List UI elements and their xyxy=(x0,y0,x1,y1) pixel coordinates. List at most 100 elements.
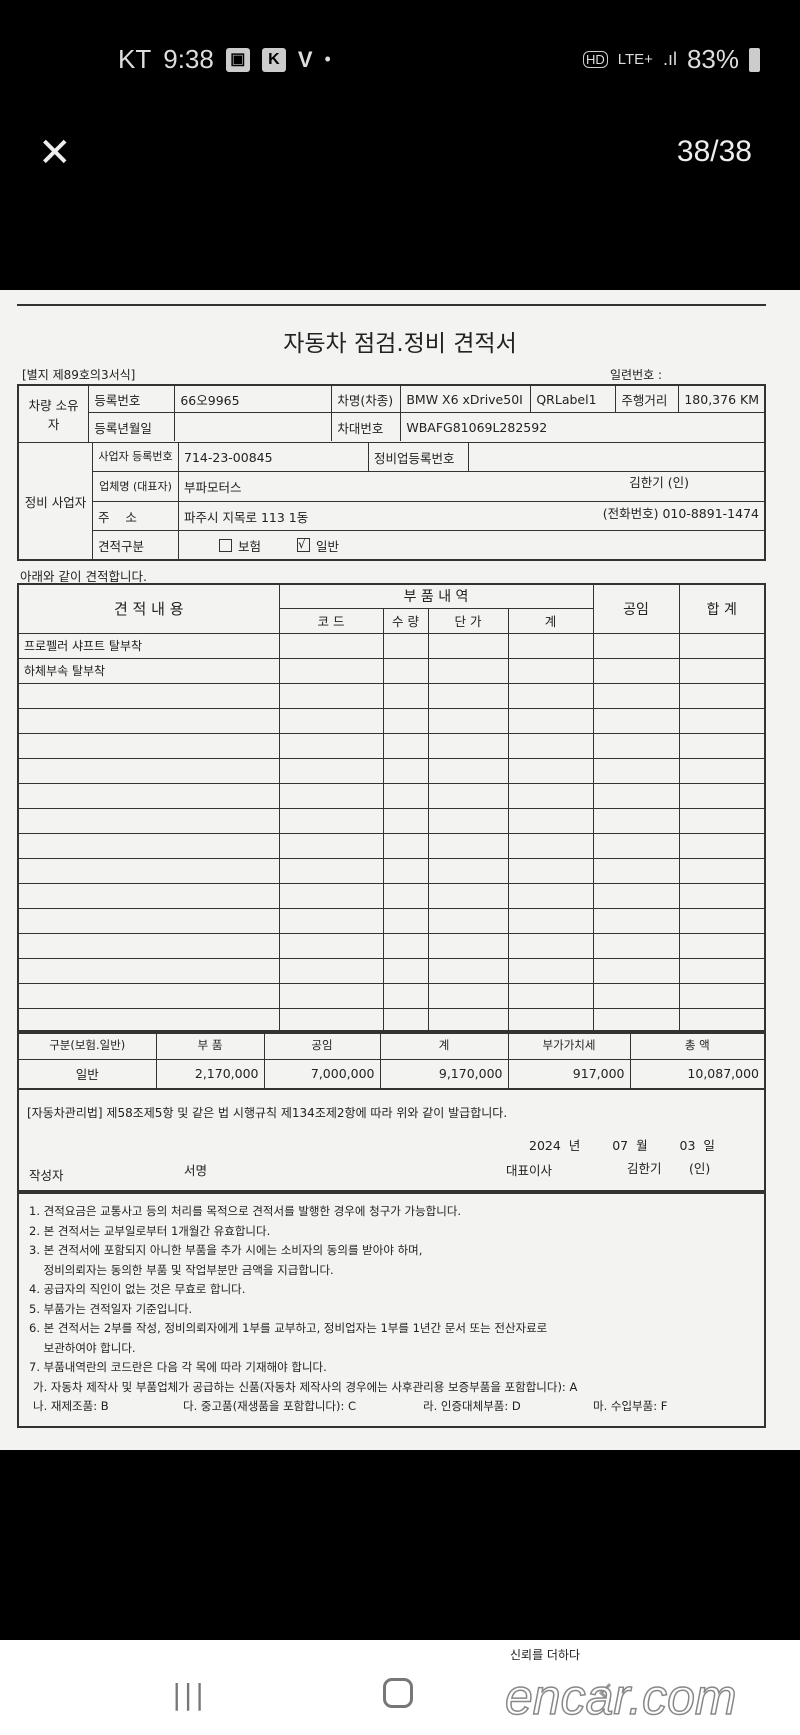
header-labor: 공임 xyxy=(592,583,680,634)
quote-item xyxy=(17,732,280,759)
quote-cell xyxy=(278,657,384,684)
quote-cell xyxy=(678,757,766,784)
shop-reg-value xyxy=(469,443,764,471)
vin-label: 차대번호 xyxy=(332,413,402,441)
quote-cell xyxy=(678,632,766,659)
quote-item xyxy=(17,707,280,734)
k-app-icon: K xyxy=(261,47,286,72)
issue-date: 2024 년 07 월 03 일 xyxy=(529,1135,715,1154)
quote-cell xyxy=(427,907,509,934)
carrier: KT xyxy=(118,44,152,74)
note-line: 3. 본 견적서에 포함되지 아니한 부품을 추가 시에는 소비자의 동의를 받… xyxy=(29,1243,423,1257)
shop-section-label: 정비 사업자 xyxy=(19,443,93,559)
quote-cell xyxy=(278,957,384,984)
quote-cell xyxy=(278,707,384,734)
quote-cell xyxy=(427,882,509,909)
note-line: 보관하여야 합니다. xyxy=(29,1340,136,1355)
mileage-label: 주행거리 xyxy=(616,386,680,412)
quote-cell xyxy=(678,682,766,709)
quote-cell xyxy=(278,782,384,809)
quote-cell xyxy=(592,907,680,934)
summary-header: 총 액 xyxy=(629,1030,766,1060)
insurance-checkbox[interactable] xyxy=(219,538,232,552)
statement-text: [자동차관리법] 제58조제5항 및 같은 법 시행규칙 제134조제2항에 따… xyxy=(27,1106,508,1120)
quote-intro: 아래와 같이 견적합니다. xyxy=(20,569,147,584)
summary-table: 구분(보험.일반) 부 품 공임 계 부가가치세 총 액 일반 2,170,000 7,000,… xyxy=(17,1030,766,1090)
navigation-bar: ||| 신뢰를 더하다 encar.com xyxy=(0,1640,800,1735)
reg-no-label: 등록번호 xyxy=(89,386,176,412)
quote-cell xyxy=(678,807,766,834)
ceo-name: 김한기 xyxy=(627,1161,662,1176)
status-bar: KT 9:38 ▣ K V • HD LTE+ .ıl 83% xyxy=(0,40,800,84)
qr-label: QRLabel1 xyxy=(531,386,617,412)
ceo-label: 대표이사 xyxy=(506,1163,553,1178)
watermark-tagline: 신뢰를 더하다 xyxy=(510,1648,581,1662)
quote-cell xyxy=(678,957,766,984)
sign-label: 서명 xyxy=(184,1163,208,1178)
notes-block: 1. 견적요금은 교통사고 등의 처리를 목적으로 견적서를 발행한 경우에 청… xyxy=(17,1192,766,1428)
recent-apps-icon[interactable]: ||| xyxy=(172,1678,207,1711)
quote-cell xyxy=(592,757,680,784)
quote-cell xyxy=(382,957,429,984)
quote-cell xyxy=(507,682,594,709)
form-number: [별지 제89호의3서식] xyxy=(22,368,136,382)
quote-cell xyxy=(592,982,680,1009)
summary-value: 7,000,000 xyxy=(263,1058,381,1090)
quote-cell xyxy=(278,682,384,709)
quote-cell xyxy=(278,1007,384,1034)
document-title: 자동차 점검.정비 견적서 xyxy=(283,331,517,357)
reg-date-value xyxy=(175,413,333,441)
model-label: 차명(차종) xyxy=(332,386,402,412)
code-a: 가. 자동차 제작사 및 부품업체가 공급하는 신품(자동차 제작사의 경우에는… xyxy=(33,1379,578,1394)
quote-cell xyxy=(427,732,509,759)
quote-cell xyxy=(507,807,594,834)
quote-cell xyxy=(507,707,594,734)
quote-cell xyxy=(507,882,594,909)
model-value: BMW X6 xDrive50I xyxy=(401,386,532,412)
summary-header: 공임 xyxy=(263,1030,381,1060)
shop-name-value: 부파모터스 xyxy=(184,480,242,495)
quote-item: 프로펠러 샤프트 탈부착 xyxy=(17,632,280,659)
quote-cell xyxy=(592,782,680,809)
note-line: 1. 견적요금은 교통사고 등의 처리를 목적으로 견적서를 발행한 경우에 청… xyxy=(29,1204,462,1218)
summary-header: 구분(보험.일반) xyxy=(17,1030,157,1060)
watermark-logo: encar.com xyxy=(504,1669,737,1725)
year-unit: 년 xyxy=(568,1138,581,1153)
quote-item xyxy=(17,807,280,834)
quote-cell xyxy=(427,632,509,659)
day: 03 xyxy=(679,1138,696,1153)
summary-value: 9,170,000 xyxy=(379,1058,509,1090)
quote-cell xyxy=(382,807,429,834)
summary-header: 부가가치세 xyxy=(507,1030,631,1060)
quote-row: 하체부속 탈부착 xyxy=(17,657,766,684)
quote-cell xyxy=(592,632,680,659)
biz-no-label: 사업자 등록번호 xyxy=(93,443,179,471)
quote-cell xyxy=(592,957,680,984)
seal: (인) xyxy=(689,1161,711,1176)
summary-header: 부 품 xyxy=(155,1030,265,1060)
biz-no-value: 714-23-00845 xyxy=(179,443,369,471)
quote-cell xyxy=(592,1007,680,1034)
address-value: 파주시 지목로 113 1동 xyxy=(184,509,309,525)
general-checkbox[interactable]: √ xyxy=(297,538,311,552)
quote-cell xyxy=(278,832,384,859)
quote-row xyxy=(17,807,766,834)
quote-cell xyxy=(592,832,680,859)
close-icon[interactable]: ✕ xyxy=(38,130,72,176)
home-icon[interactable] xyxy=(383,1678,413,1708)
header-code: 코 드 xyxy=(278,607,384,634)
quote-cell xyxy=(507,857,594,884)
quote-cell xyxy=(382,682,429,709)
quote-cell xyxy=(278,932,384,959)
quote-cell xyxy=(427,707,509,734)
quote-cell xyxy=(278,907,384,934)
month-unit: 월 xyxy=(636,1138,648,1153)
quote-cell xyxy=(427,657,509,684)
quote-cell xyxy=(278,757,384,784)
quote-cell xyxy=(592,657,680,684)
quote-cell xyxy=(678,982,766,1009)
quote-row xyxy=(17,832,766,859)
quote-cell xyxy=(507,732,594,759)
quote-cell xyxy=(382,982,429,1009)
info-table: 차량 소유자 등록번호 66오9965 차명(차종) BMW X6 xDrive… xyxy=(17,384,766,561)
